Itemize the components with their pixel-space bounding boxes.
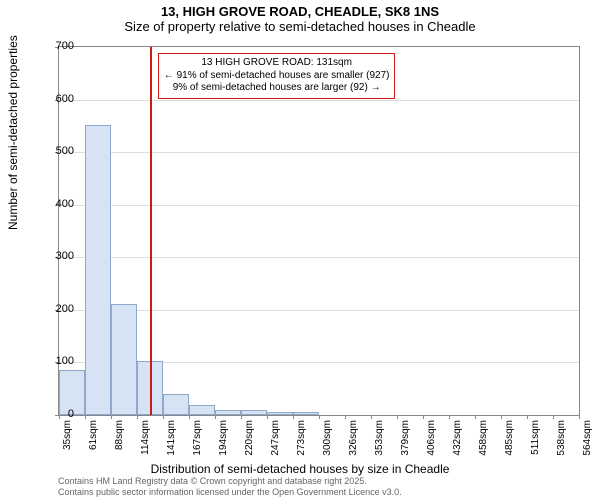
x-tick-mark [293,415,294,419]
x-tick-mark [449,415,450,419]
footer-line2: Contains public sector information licen… [58,487,402,498]
x-tick-mark [475,415,476,419]
histogram-bar [267,412,293,415]
gridline [59,310,579,311]
chart-plot-area: 13 HIGH GROVE ROAD: 131sqm← 91% of semi-… [58,46,580,416]
annotation-line2: ← 91% of semi-detached houses are smalle… [164,70,390,83]
histogram-bar [189,405,215,416]
x-tick-mark [85,415,86,419]
y-axis-label: Number of semi-detached properties [6,35,20,230]
histogram-bar [85,125,111,415]
x-tick-label: 406sqm [426,420,437,460]
x-tick-label: 326sqm [348,420,359,460]
x-tick-label: 432sqm [452,420,463,460]
footer-line1: Contains HM Land Registry data © Crown c… [58,476,402,487]
x-tick-mark [553,415,554,419]
x-tick-label: 353sqm [374,420,385,460]
x-tick-mark [111,415,112,419]
x-tick-mark [501,415,502,419]
x-tick-label: 141sqm [166,420,177,460]
x-tick-mark [215,415,216,419]
x-tick-mark [371,415,372,419]
histogram-bar [215,410,241,415]
x-tick-mark [241,415,242,419]
x-tick-mark [319,415,320,419]
gridline [59,100,579,101]
y-tick-label: 300 [44,250,74,262]
y-tick-label: 700 [44,40,74,52]
x-tick-mark [345,415,346,419]
x-tick-label: 379sqm [400,420,411,460]
x-tick-label: 167sqm [192,420,203,460]
x-tick-mark [267,415,268,419]
x-tick-label: 247sqm [270,420,281,460]
x-tick-label: 194sqm [218,420,229,460]
chart-title-line1: 13, HIGH GROVE ROAD, CHEADLE, SK8 1NS [0,0,600,19]
x-tick-mark [189,415,190,419]
x-tick-label: 114sqm [140,420,151,460]
x-tick-label: 220sqm [244,420,255,460]
x-tick-label: 485sqm [504,420,515,460]
y-tick-label: 400 [44,198,74,210]
x-tick-label: 458sqm [478,420,489,460]
x-tick-label: 61sqm [88,420,99,460]
x-tick-label: 538sqm [556,420,567,460]
histogram-bar [163,394,189,415]
x-tick-mark [163,415,164,419]
x-tick-mark [137,415,138,419]
gridline [59,205,579,206]
x-tick-mark [579,415,580,419]
x-tick-label: 88sqm [114,420,125,460]
annotation-line3: 9% of semi-detached houses are larger (9… [164,82,390,95]
reference-marker-line [150,47,152,415]
annotation-line1: 13 HIGH GROVE ROAD: 131sqm [164,57,390,70]
histogram-bar [293,412,319,415]
x-tick-mark [397,415,398,419]
x-tick-label: 273sqm [296,420,307,460]
x-axis-label: Distribution of semi-detached houses by … [0,462,600,476]
y-tick-label: 200 [44,303,74,315]
y-tick-label: 0 [44,408,74,420]
x-tick-label: 35sqm [62,420,73,460]
gridline [59,257,579,258]
x-tick-label: 511sqm [530,420,541,460]
x-tick-mark [423,415,424,419]
x-tick-mark [527,415,528,419]
chart-title-line2: Size of property relative to semi-detach… [0,19,600,38]
histogram-bar [111,304,137,415]
chart-footer: Contains HM Land Registry data © Crown c… [58,476,402,498]
y-tick-label: 600 [44,93,74,105]
y-tick-label: 500 [44,145,74,157]
annotation-box: 13 HIGH GROVE ROAD: 131sqm← 91% of semi-… [158,53,396,99]
histogram-bar [241,410,267,415]
y-tick-label: 100 [44,355,74,367]
gridline [59,152,579,153]
x-tick-label: 564sqm [582,420,593,460]
x-tick-label: 300sqm [322,420,333,460]
